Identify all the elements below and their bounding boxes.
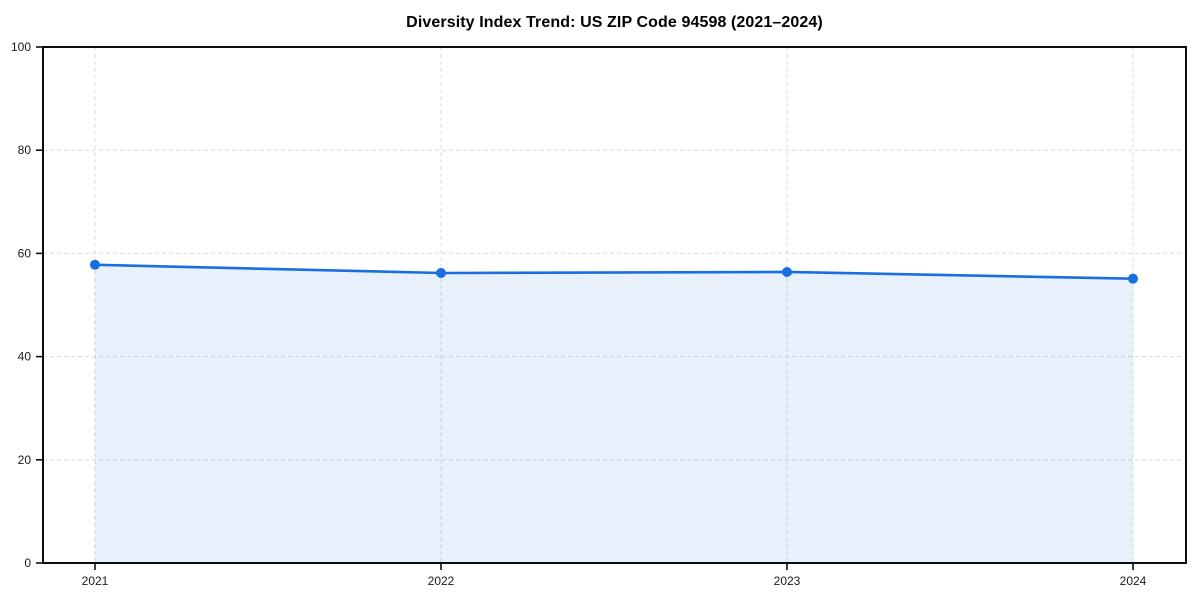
y-axis-tick-label: 20	[18, 453, 32, 467]
y-axis-tick-label: 80	[18, 143, 32, 157]
y-axis-tick-label: 40	[18, 350, 32, 364]
series-line	[93, 263, 1135, 280]
x-axis-tick-label: 2022	[428, 574, 455, 588]
data-point-marker	[90, 259, 100, 270]
y-axis-tick-label: 0	[24, 556, 31, 570]
data-point-marker	[436, 268, 446, 279]
data-point-marker	[1128, 273, 1138, 284]
series-area-fill	[95, 264, 1133, 563]
x-axis-tick-label: 2024	[1120, 574, 1147, 588]
x-axis-tick-label: 2023	[774, 574, 801, 588]
y-axis-tick-label: 60	[18, 246, 32, 260]
chart-title: Diversity Index Trend: US ZIP Code 94598…	[406, 14, 823, 31]
data-point-marker	[782, 266, 792, 277]
x-axis-tick-label: 2021	[82, 574, 109, 588]
y-axis-tick-label: 100	[11, 40, 31, 54]
plot-border	[42, 46, 1187, 564]
